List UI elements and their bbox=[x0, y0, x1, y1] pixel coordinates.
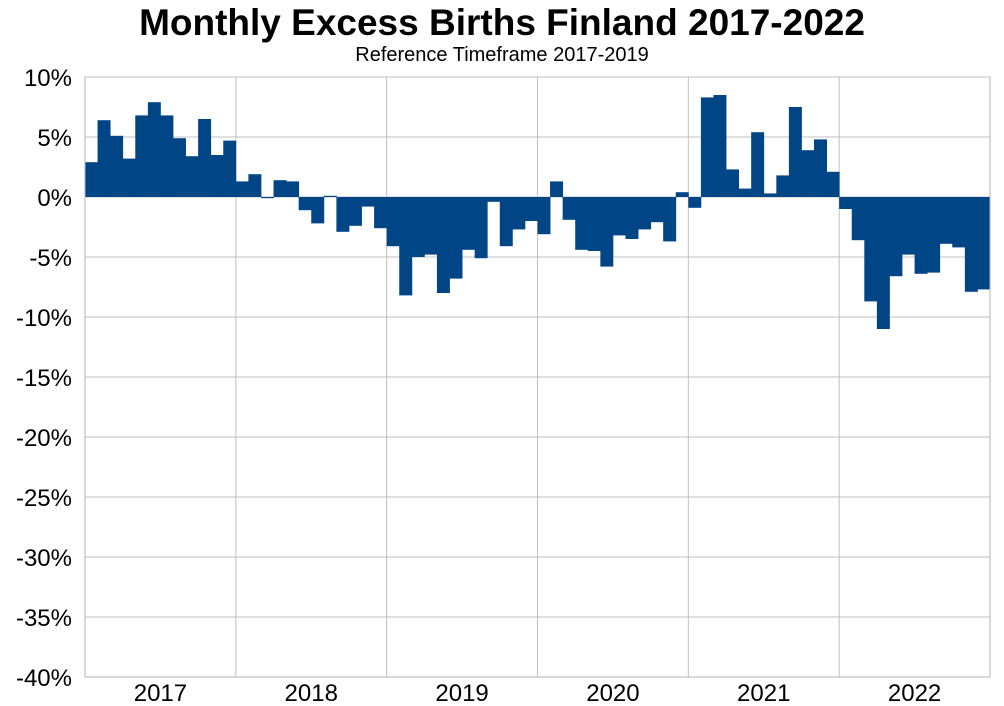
bar bbox=[851, 197, 865, 241]
bar bbox=[487, 197, 501, 202]
bar bbox=[675, 192, 689, 197]
bar bbox=[85, 162, 98, 197]
x-tick-label: 2021 bbox=[737, 680, 790, 706]
bar bbox=[738, 188, 752, 197]
bar bbox=[135, 115, 149, 197]
y-tick-label: -20% bbox=[16, 425, 72, 452]
bar bbox=[587, 197, 601, 251]
y-tick-label: -40% bbox=[16, 665, 72, 692]
bar bbox=[512, 197, 526, 230]
bar bbox=[537, 197, 551, 235]
bar bbox=[260, 197, 274, 199]
bar bbox=[386, 197, 400, 247]
bar bbox=[160, 115, 174, 197]
bar bbox=[927, 197, 941, 273]
bar bbox=[964, 197, 978, 292]
bar bbox=[700, 97, 714, 197]
bar bbox=[524, 197, 538, 221]
bar bbox=[449, 197, 463, 279]
bar bbox=[499, 197, 513, 247]
y-tick-labels: 10% 5% 0% -5% -10% -15% -20% -25% -30% -35% -40% bbox=[16, 65, 72, 692]
bar bbox=[876, 197, 890, 329]
bar bbox=[122, 158, 136, 197]
bar bbox=[839, 197, 853, 209]
bar bbox=[575, 197, 589, 250]
y-tick-label: -30% bbox=[16, 545, 72, 572]
bar bbox=[562, 197, 576, 220]
bar bbox=[713, 95, 727, 197]
bar bbox=[914, 197, 928, 274]
bar bbox=[147, 102, 161, 197]
bar bbox=[462, 197, 476, 250]
bar bbox=[286, 181, 300, 197]
bar bbox=[361, 197, 375, 207]
chart-subtitle: Reference Timeframe 2017-2019 bbox=[355, 44, 649, 66]
y-tick-label: -25% bbox=[16, 485, 72, 512]
bar-series bbox=[85, 95, 991, 329]
y-tick-label: 10% bbox=[24, 65, 72, 92]
bar bbox=[235, 181, 249, 197]
bar bbox=[248, 174, 262, 197]
bar bbox=[763, 193, 777, 197]
bar bbox=[638, 197, 652, 230]
bar bbox=[424, 197, 438, 255]
x-tick-label: 2017 bbox=[134, 680, 187, 706]
bar bbox=[348, 197, 362, 226]
bar bbox=[210, 155, 224, 197]
bar bbox=[110, 135, 124, 197]
bar bbox=[198, 119, 212, 197]
y-tick-label: -15% bbox=[16, 365, 72, 392]
x-tick-label: 2022 bbox=[888, 680, 941, 706]
bar bbox=[902, 197, 915, 255]
bar bbox=[474, 197, 488, 259]
bar bbox=[550, 181, 564, 197]
y-tick-label: -35% bbox=[16, 605, 72, 632]
bar bbox=[939, 197, 953, 244]
bar bbox=[688, 197, 702, 208]
x-tick-labels: 2017 2018 2019 2020 2021 2022 bbox=[134, 680, 942, 706]
bar bbox=[650, 197, 664, 223]
bar bbox=[889, 197, 903, 277]
bar bbox=[97, 120, 111, 197]
bar bbox=[801, 150, 815, 197]
y-tick-label: -5% bbox=[29, 245, 72, 272]
bar bbox=[172, 138, 186, 197]
bar bbox=[336, 197, 350, 232]
bar bbox=[323, 195, 337, 197]
bar bbox=[952, 197, 966, 248]
bar bbox=[814, 139, 827, 197]
bar bbox=[726, 169, 740, 197]
bar bbox=[751, 132, 765, 197]
bar bbox=[776, 175, 790, 197]
bar bbox=[600, 197, 614, 267]
bar bbox=[298, 197, 312, 211]
y-tick-label: 5% bbox=[37, 125, 72, 152]
x-tick-label: 2018 bbox=[285, 680, 338, 706]
bar bbox=[612, 197, 626, 236]
bar bbox=[273, 180, 287, 197]
y-tick-label: -10% bbox=[16, 305, 72, 332]
bar bbox=[436, 197, 450, 293]
x-tick-label: 2020 bbox=[586, 680, 639, 706]
bar bbox=[185, 156, 199, 197]
bar bbox=[399, 197, 413, 296]
bar bbox=[826, 171, 840, 197]
bar bbox=[311, 197, 325, 224]
axes bbox=[84, 77, 991, 678]
chart-title: Monthly Excess Births Finland 2017-2022 bbox=[139, 2, 865, 43]
bar bbox=[223, 140, 237, 197]
x-tick-label: 2019 bbox=[435, 680, 488, 706]
bar bbox=[374, 197, 388, 229]
bar bbox=[864, 197, 878, 302]
bar bbox=[625, 197, 639, 239]
y-tick-label: 0% bbox=[37, 185, 72, 212]
bar bbox=[663, 197, 677, 242]
bar bbox=[977, 197, 991, 290]
grid-lines bbox=[85, 76, 990, 678]
bar bbox=[788, 107, 802, 197]
bar bbox=[411, 197, 425, 257]
